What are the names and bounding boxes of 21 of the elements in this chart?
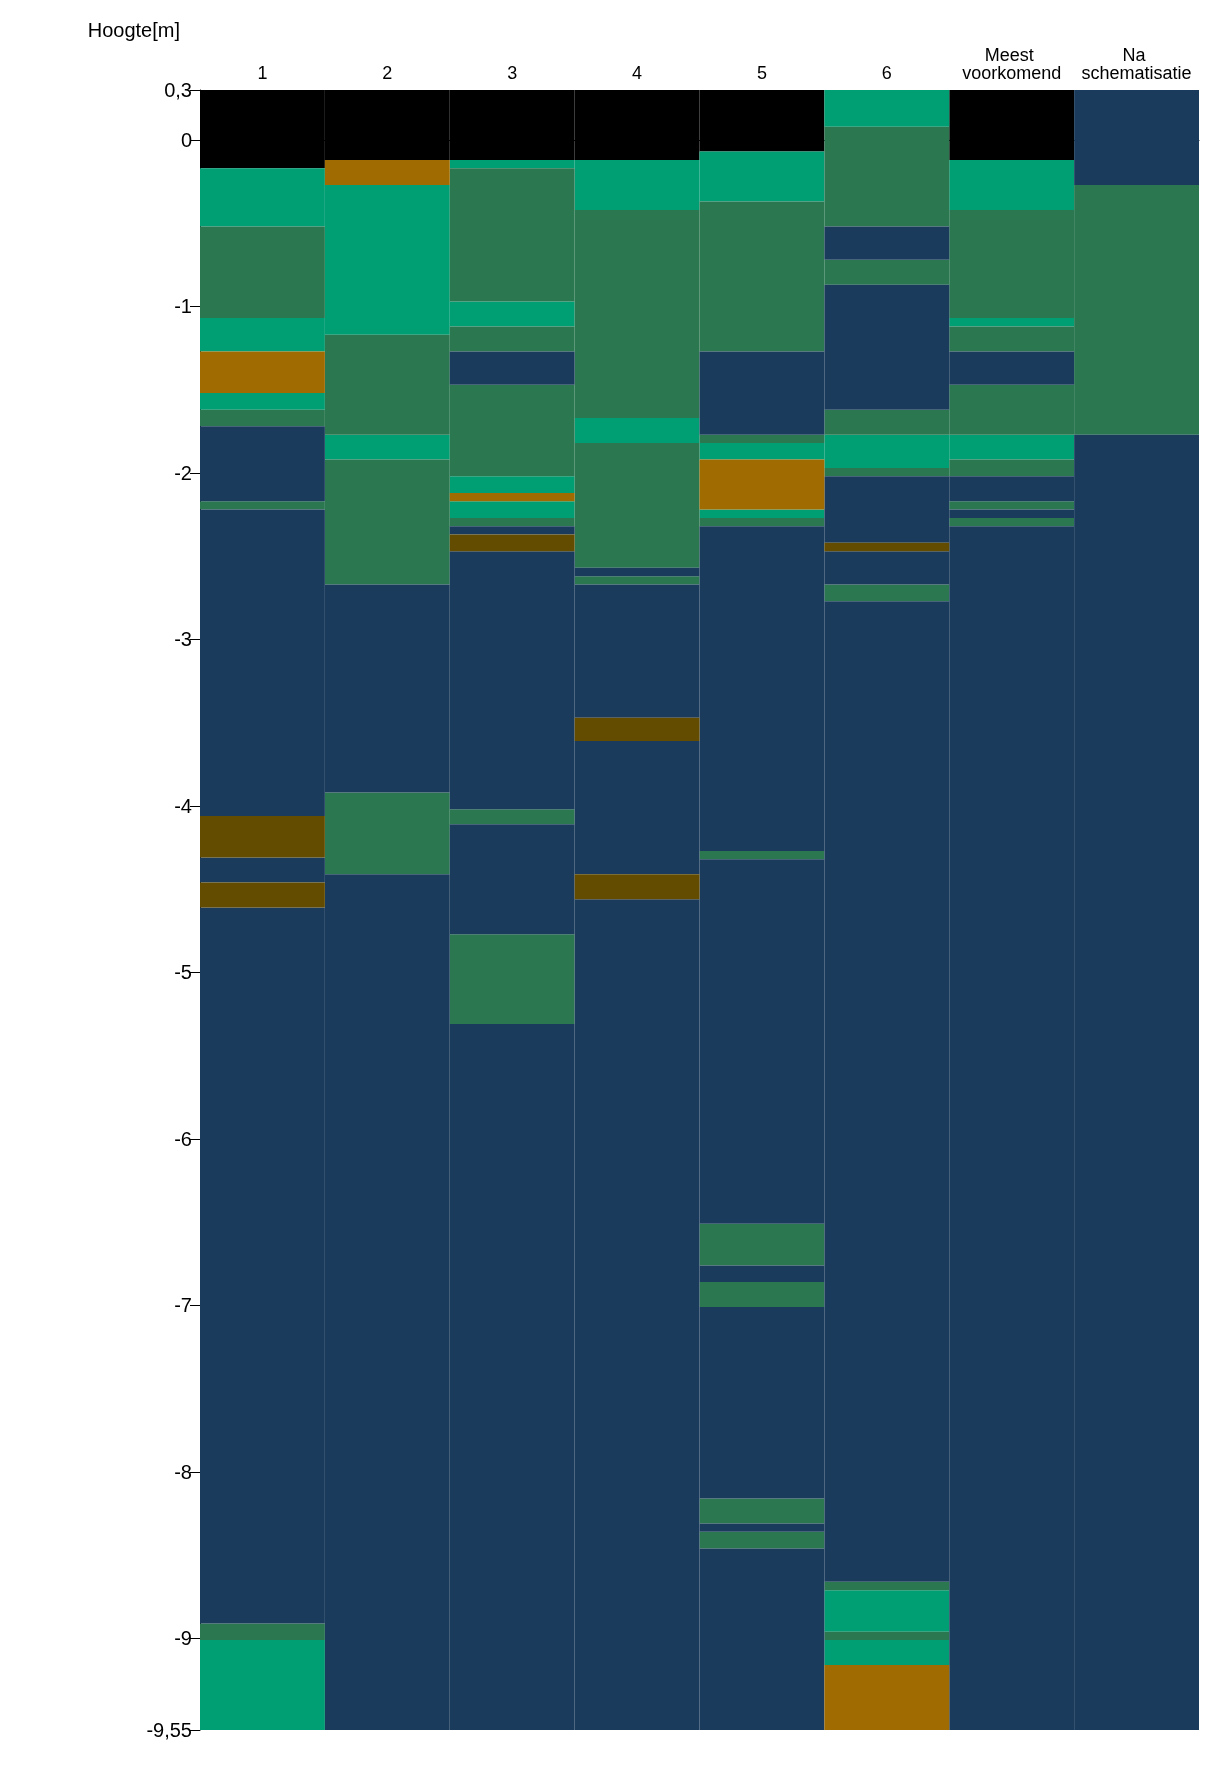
y-tick-label: -3 — [174, 628, 192, 651]
x-tick-label: Meest voorkomend — [962, 45, 1062, 83]
y-tick-label: -9,55 — [146, 1719, 192, 1741]
y-tick-label: -4 — [174, 794, 192, 817]
x-tick-label: 5 — [756, 63, 767, 83]
y-tick-label: -9 — [174, 1627, 192, 1650]
y-axis-title: Hoogte[m] — [87, 19, 180, 41]
x-tick-label: 2 — [382, 63, 393, 83]
x-tick-label: 6 — [881, 63, 892, 83]
y-tick-label: -5 — [174, 961, 192, 984]
y-tick-label: 0,3 — [164, 79, 192, 101]
y-tick-label: -7 — [174, 1294, 192, 1317]
x-tick-label: Na schematisatie — [1081, 45, 1192, 83]
x-tick-label: 4 — [632, 63, 643, 83]
x-tick-label: 3 — [507, 63, 518, 83]
y-tick-label: -8 — [174, 1460, 192, 1483]
y-tick-label: 0 — [180, 128, 192, 151]
y-tick-label: -1 — [174, 295, 192, 318]
y-tick-label: -2 — [174, 461, 192, 484]
y-tick-label: -6 — [174, 1127, 192, 1150]
x-tick-label: 1 — [257, 63, 268, 83]
